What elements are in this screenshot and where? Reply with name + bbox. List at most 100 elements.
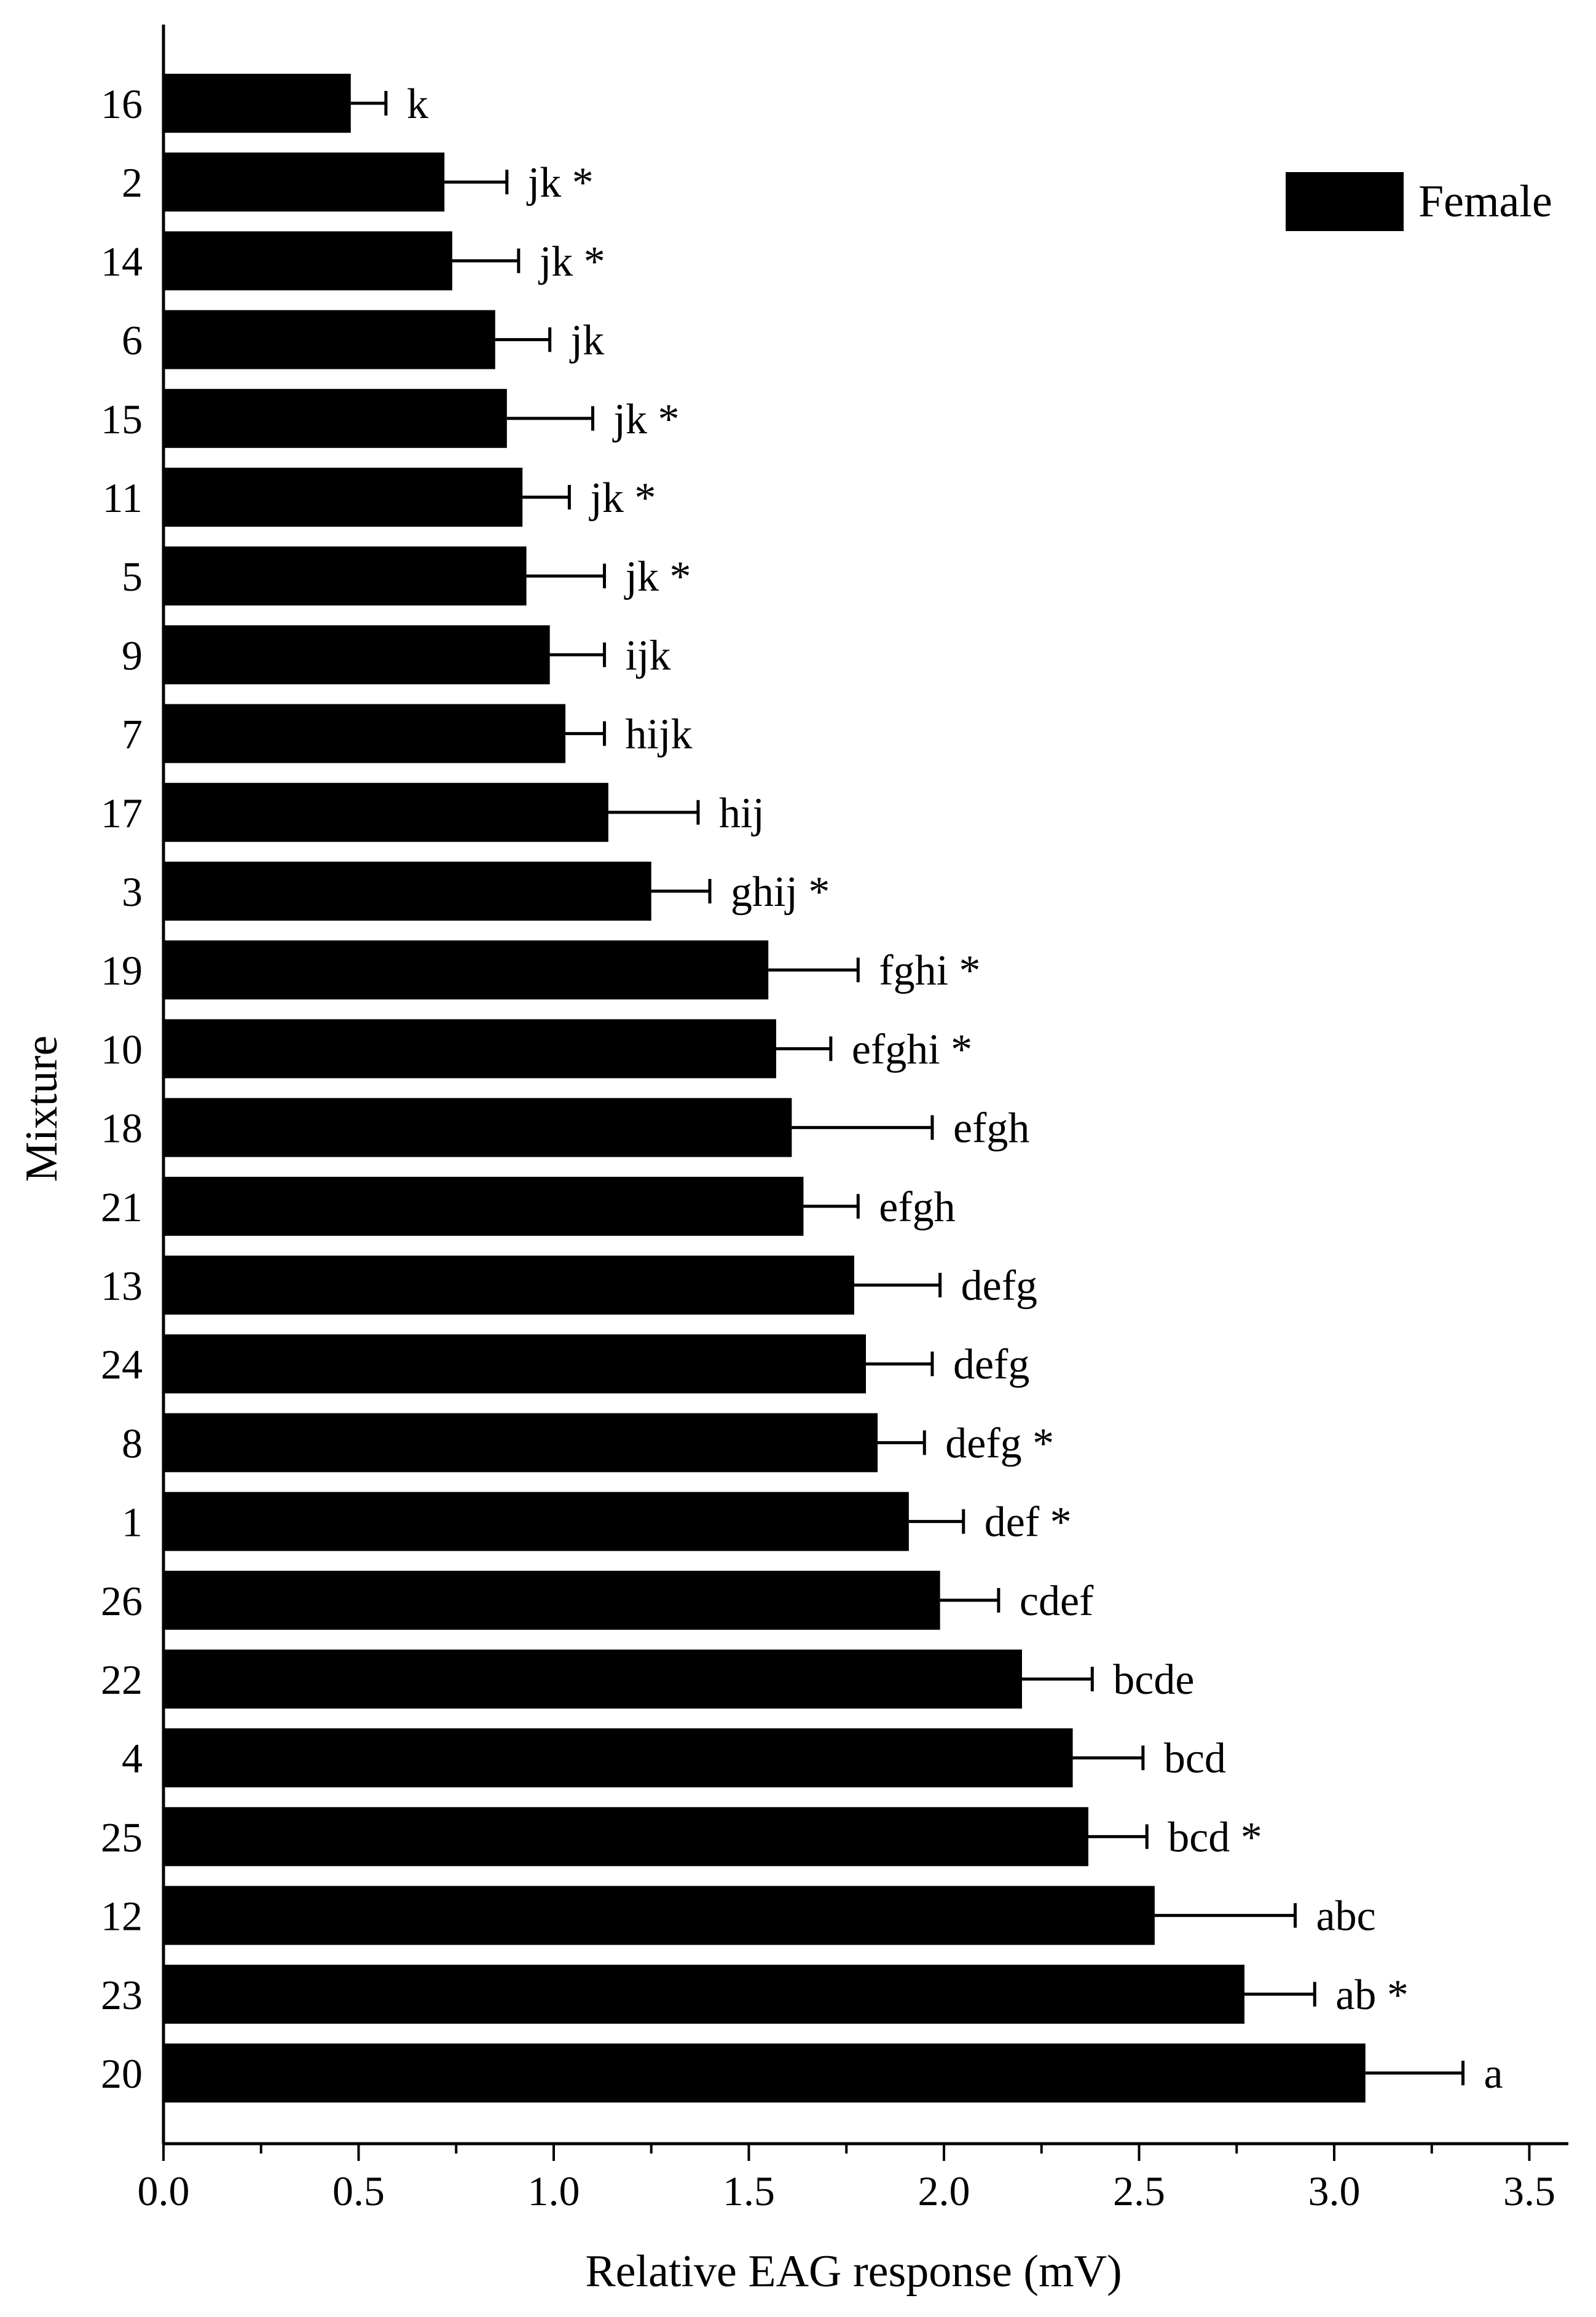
significance-label-mixture-18: efgh (953, 1105, 1029, 1152)
y-tick-label-19: 19 (101, 947, 143, 994)
error-bar-mixture-21 (803, 1194, 860, 1219)
y-tick-label-16: 16 (101, 81, 143, 127)
bar-mixture-16 (163, 74, 351, 133)
x-tick-label-1.5: 1.5 (723, 2168, 775, 2214)
error-bar-mixture-17 (608, 800, 700, 825)
x-tick-label-2.0: 2.0 (918, 2168, 970, 2214)
legend: Female (1286, 172, 1552, 231)
significance-label-mixture-14: jk * (538, 238, 605, 285)
bar-mixture-6 (163, 310, 495, 369)
y-category-labels-layer: 16 2 14 6 15 11 5 9 7 17 3 19 10 18 21 13 24 8 1 26 22 4 25 12 2… (101, 81, 172, 2097)
significance-label-mixture-22: bcde (1113, 1656, 1194, 1704)
bar-mixture-24 (163, 1334, 866, 1394)
significance-label-mixture-2: jk * (526, 159, 594, 207)
error-bar-mixture-7 (565, 721, 607, 746)
error-bar-mixture-1 (908, 1509, 965, 1534)
legend-label-female: Female (1418, 176, 1552, 227)
y-tick-label-10: 10 (101, 1026, 143, 1072)
bar-mixture-21 (163, 1176, 804, 1236)
y-tick-label-11: 11 (103, 474, 143, 521)
bars-layer (163, 74, 1366, 2103)
significance-label-mixture-3: ghij * (731, 868, 830, 916)
bar-mixture-7 (163, 704, 566, 763)
y-tick-label-8: 8 (122, 1420, 143, 1466)
bar-mixture-8 (163, 1413, 878, 1473)
bar-mixture-15 (163, 388, 507, 448)
error-bar-mixture-25 (1088, 1824, 1149, 1849)
bar-mixture-10 (163, 1019, 776, 1079)
significance-label-mixture-5: jk * (624, 553, 691, 600)
bar-mixture-23 (163, 1964, 1244, 2024)
significance-label-mixture-13: defg (961, 1262, 1037, 1310)
y-tick-label-12: 12 (101, 1893, 143, 1940)
error-bar-mixture-18 (792, 1115, 934, 1140)
bar-mixture-9 (163, 625, 550, 685)
error-bar-mixture-2 (444, 170, 509, 195)
significance-label-mixture-17: hij (719, 790, 765, 837)
significance-label-mixture-12: abc (1316, 1893, 1376, 1940)
y-tick-label-4: 4 (122, 1735, 143, 1782)
y-tick-label-23: 23 (101, 1972, 143, 2018)
y-tick-label-15: 15 (101, 396, 143, 443)
x-ticks-layer: 0.0 0.5 1.0 1.5 2.0 2.5 3.0 3.5 (138, 2144, 1555, 2214)
x-tick-label-2.5: 2.5 (1113, 2168, 1165, 2214)
significance-label-mixture-9: ijk (626, 632, 671, 679)
y-tick-label-25: 25 (101, 1814, 143, 1860)
error-bar-mixture-13 (854, 1273, 942, 1297)
significance-label-mixture-6: jk (569, 317, 604, 364)
y-tick-label-7: 7 (122, 711, 143, 758)
y-tick-label-22: 22 (101, 1656, 143, 1703)
bar-mixture-13 (163, 1256, 854, 1315)
y-tick-label-6: 6 (122, 317, 143, 364)
significance-label-mixture-7: hijk (626, 711, 693, 758)
significance-label-mixture-11: jk * (588, 474, 656, 522)
error-bar-mixture-3 (651, 879, 712, 903)
x-tick-label-0.5: 0.5 (332, 2168, 385, 2214)
bar-mixture-1 (163, 1492, 909, 1551)
y-tick-label-21: 21 (101, 1184, 143, 1230)
bar-mixture-26 (163, 1570, 940, 1630)
error-bar-mixture-11 (522, 485, 571, 509)
error-bar-mixture-6 (495, 327, 552, 352)
error-bars-layer (350, 91, 1465, 2085)
significance-label-mixture-10: efghi * (852, 1026, 972, 1073)
bar-mixture-25 (163, 1807, 1088, 1867)
x-tick-label-1.0: 1.0 (528, 2168, 580, 2214)
x-tick-label-0.0: 0.0 (138, 2168, 190, 2214)
x-tick-label-3.0: 3.0 (1308, 2168, 1361, 2214)
y-tick-label-17: 17 (101, 790, 143, 836)
y-tick-label-24: 24 (101, 1341, 143, 1388)
bar-mixture-11 (163, 468, 523, 527)
bar-mixture-12 (163, 1886, 1155, 1945)
significance-label-mixture-8: defg * (945, 1420, 1054, 1467)
significance-label-mixture-20: a (1484, 2050, 1503, 2098)
significance-label-mixture-25: bcd * (1168, 1814, 1262, 1861)
y-tick-label-3: 3 (122, 868, 143, 915)
bar-mixture-5 (163, 546, 527, 606)
error-bar-mixture-12 (1154, 1903, 1297, 1928)
significance-label-mixture-15: jk * (612, 396, 680, 443)
y-axis-title: Mixture (17, 1036, 67, 1182)
error-bar-mixture-8 (878, 1430, 926, 1455)
significance-label-mixture-26: cdef (1020, 1578, 1094, 1625)
y-tick-label-26: 26 (101, 1578, 143, 1624)
significance-label-mixture-1: def * (985, 1499, 1072, 1546)
y-tick-label-2: 2 (122, 159, 143, 206)
significance-label-mixture-24: defg (953, 1341, 1029, 1388)
error-bar-mixture-9 (549, 642, 607, 667)
error-bar-mixture-20 (1365, 2061, 1465, 2085)
error-bar-mixture-5 (526, 564, 607, 589)
error-bar-mixture-26 (940, 1587, 1000, 1613)
error-bar-mixture-23 (1244, 1981, 1316, 2007)
error-bar-mixture-19 (768, 958, 860, 983)
error-bar-mixture-14 (452, 248, 521, 273)
x-tick-label-3.5: 3.5 (1503, 2168, 1555, 2214)
y-tick-label-14: 14 (101, 238, 143, 285)
y-tick-label-5: 5 (122, 553, 143, 600)
bar-mixture-22 (163, 1650, 1022, 1709)
error-bar-mixture-22 (1022, 1667, 1094, 1691)
bar-mixture-4 (163, 1728, 1073, 1788)
significance-label-mixture-23: ab * (1335, 1972, 1409, 2019)
bar-mixture-19 (163, 940, 769, 1000)
